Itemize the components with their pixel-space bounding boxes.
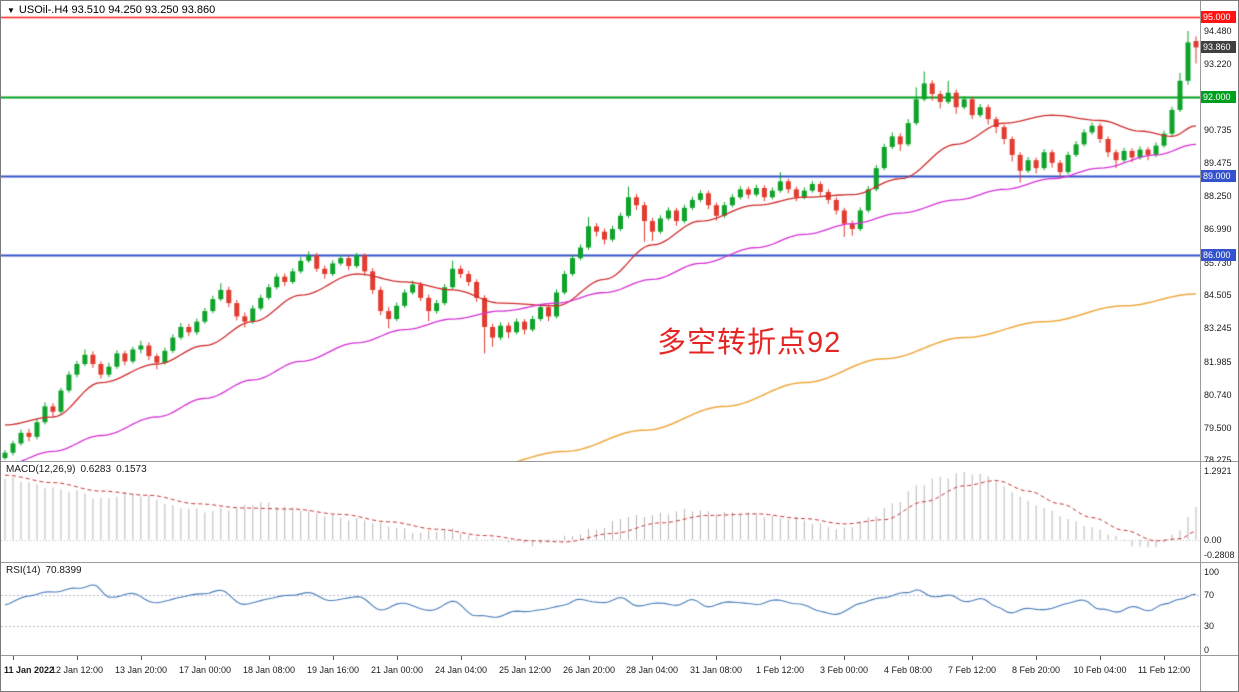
time-axis-label: 28 Jan 04:00 [625, 665, 679, 675]
time-axis-label: 26 Jan 20:00 [562, 665, 616, 675]
rsi-scale[interactable]: 100 70 30 0 [1201, 563, 1238, 655]
rsi-panel-row: RSI(14) 70.8399 100 70 30 0 [1, 563, 1238, 655]
rsi-tick-label: 70 [1204, 590, 1215, 601]
price-badge-86.000: 86.000 [1201, 249, 1236, 262]
time-tick [333, 656, 334, 660]
price-panel-row: ▼ USOil-.H4 93.510 94.250 93.250 93.860 多… [1, 1, 1238, 465]
time-axis-row: 11 Jan 2022 12 Jan 12:00 13 Jan 20:00 17 Ja… [1, 656, 1238, 691]
time-axis-label: 17 Jan 00:00 [178, 665, 232, 675]
price-badge-92.000: 92.000 [1201, 90, 1236, 103]
macd-tick-label: 0.00 [1204, 534, 1222, 545]
symbol-quote: ▼ USOil-.H4 93.510 94.250 93.250 93.860 [7, 4, 215, 16]
price-tick-label: 89.475 [1204, 158, 1232, 169]
time-tick [972, 656, 973, 660]
time-tick [1100, 656, 1101, 660]
divider-macd-rsi [1, 562, 1238, 563]
macd-label: MACD(12,26,9) [6, 464, 76, 475]
time-tick [269, 656, 270, 660]
divider-vertical [1200, 1, 1201, 461]
time-axis-label: 4 Feb 08:00 [883, 665, 933, 675]
price-badge-93.860: 93.860 [1201, 41, 1236, 54]
price-tick-label: 83.245 [1204, 323, 1232, 334]
rsi-tick-label: 100 [1204, 567, 1220, 578]
rsi-value: 70.8399 [45, 565, 82, 576]
rsi-tick-label: 30 [1204, 621, 1215, 632]
price-tick-label: 93.220 [1204, 59, 1232, 70]
price-tick-label: 81.985 [1204, 356, 1232, 367]
time-axis[interactable]: 11 Jan 2022 12 Jan 12:00 13 Jan 20:00 17 Ja… [1, 656, 1200, 691]
symbol-dropdown-icon[interactable]: ▼ [7, 6, 15, 15]
price-badge-89.000: 89.000 [1201, 170, 1236, 183]
axis-corner [1201, 656, 1238, 691]
time-tick [525, 656, 526, 660]
time-axis-label: 21 Jan 00:00 [370, 665, 424, 675]
time-tick [461, 656, 462, 660]
time-tick [397, 656, 398, 660]
time-axis-label: 24 Jan 04:00 [434, 665, 488, 675]
time-tick [13, 656, 14, 660]
price-tick-label: 85.730 [1204, 257, 1232, 268]
time-tick [908, 656, 909, 660]
time-axis-label: 7 Feb 12:00 [947, 665, 997, 675]
divider-main-macd [1, 461, 1238, 462]
rsi-tick-label: 0 [1204, 644, 1210, 655]
time-axis-label: 3 Feb 00:00 [819, 665, 869, 675]
macd-scale[interactable]: 1.2921 0.00 -0.2808 [1201, 462, 1238, 562]
time-axis-label: 31 Jan 08:00 [689, 665, 743, 675]
time-tick [1164, 656, 1165, 660]
time-axis-label: 25 Jan 12:00 [498, 665, 552, 675]
price-scale[interactable]: 94.480 93.220 90.735 89.475 88.250 86.990 85.7… [1201, 1, 1238, 465]
time-axis-label: 10 Feb 04:00 [1073, 665, 1127, 675]
divider-vertical [1200, 656, 1201, 691]
macd-header: MACD(12,26,9) 0.6283 0.1573 [6, 464, 152, 475]
price-tick-label: 86.990 [1204, 224, 1232, 235]
time-axis-label: 19 Jan 16:00 [306, 665, 360, 675]
divider-rsi-time [1, 655, 1238, 656]
divider-vertical [1200, 563, 1201, 655]
time-axis-label: 18 Jan 08:00 [242, 665, 296, 675]
price-tick-label: 88.250 [1204, 190, 1232, 201]
time-tick [589, 656, 590, 660]
time-tick [205, 656, 206, 660]
rsi-chart-canvas[interactable] [1, 563, 1200, 655]
rsi-header: RSI(14) 70.8399 [6, 565, 87, 576]
price-tick-label: 94.480 [1204, 26, 1232, 36]
time-axis-label: 1 Feb 12:00 [755, 665, 805, 675]
time-tick [652, 656, 653, 660]
macd-chart-canvas[interactable] [1, 462, 1200, 562]
macd-signal-value: 0.1573 [116, 464, 147, 475]
macd-main-value: 0.6283 [80, 464, 112, 475]
time-tick [780, 656, 781, 660]
price-badge-95.000: 95.000 [1201, 11, 1236, 24]
macd-tick-label: -0.2808 [1204, 549, 1235, 560]
time-axis-label: 11 Feb 12:00 [1137, 665, 1191, 675]
time-tick [1036, 656, 1037, 660]
macd-panel-row: MACD(12,26,9) 0.6283 0.1573 1.2921 0.00 -0.2… [1, 462, 1238, 562]
time-tick [844, 656, 845, 660]
divider-vertical [1200, 462, 1201, 562]
rsi-panel: RSI(14) 70.8399 [1, 563, 1200, 655]
price-chart-canvas[interactable] [1, 1, 1200, 461]
price-panel: ▼ USOil-.H4 93.510 94.250 93.250 93.860 多… [1, 1, 1200, 461]
time-axis-label: 12 Jan 12:00 [50, 665, 104, 675]
time-axis-label: 13 Jan 20:00 [114, 665, 168, 675]
macd-tick-label: 1.2921 [1204, 466, 1232, 477]
time-tick [716, 656, 717, 660]
price-tick-label: 79.500 [1204, 422, 1232, 433]
time-tick [77, 656, 78, 660]
price-tick-label: 90.735 [1204, 125, 1232, 136]
symbol-ohlc-values: 93.510 94.250 93.250 93.860 [71, 4, 216, 16]
time-tick [141, 656, 142, 660]
rsi-label: RSI(14) [6, 565, 41, 576]
time-axis-label: 8 Feb 20:00 [1011, 665, 1061, 675]
symbol-name: USOil-.H4 [18, 4, 69, 16]
price-tick-label: 78.275 [1204, 455, 1232, 465]
price-tick-label: 84.505 [1204, 290, 1232, 301]
time-axis-label: 11 Jan 2022 [4, 665, 55, 675]
annotation-text: 多空转折点92 [657, 327, 842, 359]
macd-panel: MACD(12,26,9) 0.6283 0.1573 [1, 462, 1200, 562]
price-tick-label: 80.740 [1204, 389, 1232, 400]
